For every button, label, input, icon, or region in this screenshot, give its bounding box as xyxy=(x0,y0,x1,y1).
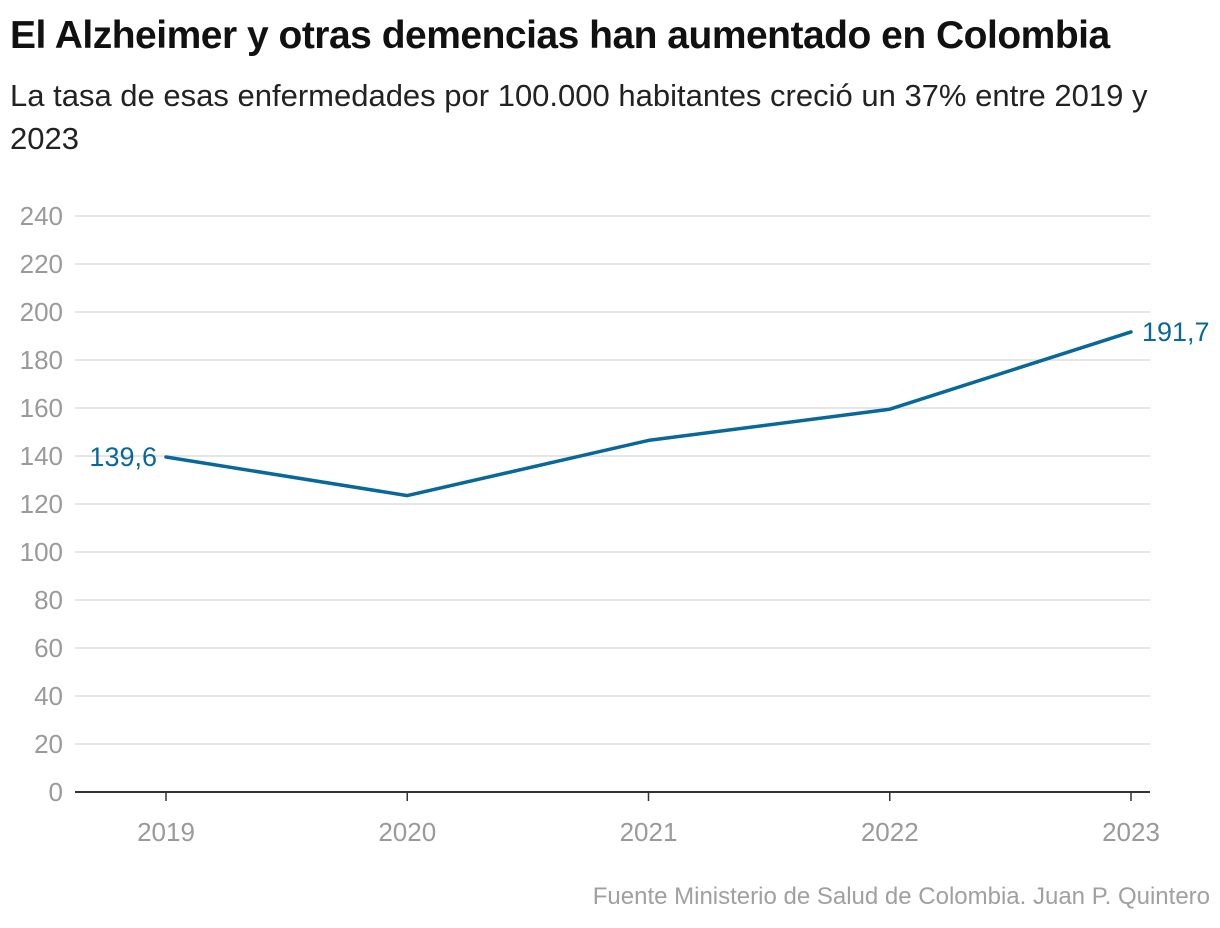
source-note: Fuente Ministerio de Salud de Colombia. … xyxy=(592,883,1210,910)
y-tick-label: 100 xyxy=(20,537,63,567)
y-tick-label: 220 xyxy=(20,249,63,279)
y-tick-label: 80 xyxy=(34,585,63,615)
y-tick-label: 40 xyxy=(34,681,63,711)
y-tick-label: 20 xyxy=(34,729,63,759)
y-axis-ticks: 0 20 40 60 80 100 120 140 160 180 200 220 240 xyxy=(20,201,63,807)
x-tick-label: 2021 xyxy=(620,817,678,847)
data-labels: 139,6 191,7 xyxy=(89,317,1209,472)
data-label: 139,6 xyxy=(89,442,157,472)
x-tick-label: 2019 xyxy=(137,817,195,847)
x-axis-ticks: 2019 2020 2021 2022 2023 xyxy=(137,792,1160,847)
y-tick-label: 160 xyxy=(20,393,63,423)
chart-title: El Alzheimer y otras demencias han aumen… xyxy=(10,14,1110,57)
y-tick-label: 120 xyxy=(20,489,63,519)
y-tick-label: 240 xyxy=(20,201,63,231)
data-label: 191,7 xyxy=(1142,317,1210,347)
y-tick-label: 200 xyxy=(20,297,63,327)
series-line xyxy=(164,330,1133,498)
grid-lines xyxy=(75,215,1150,745)
y-tick-label: 0 xyxy=(49,777,63,807)
y-tick-label: 140 xyxy=(20,441,63,471)
chart-subtitle: La tasa de esas enfermedades por 100.000… xyxy=(10,78,1148,156)
x-tick-label: 2022 xyxy=(861,817,919,847)
y-tick-label: 60 xyxy=(34,633,63,663)
x-tick-label: 2020 xyxy=(378,817,436,847)
x-tick-label: 2023 xyxy=(1102,817,1160,847)
y-tick-label: 180 xyxy=(20,345,63,375)
